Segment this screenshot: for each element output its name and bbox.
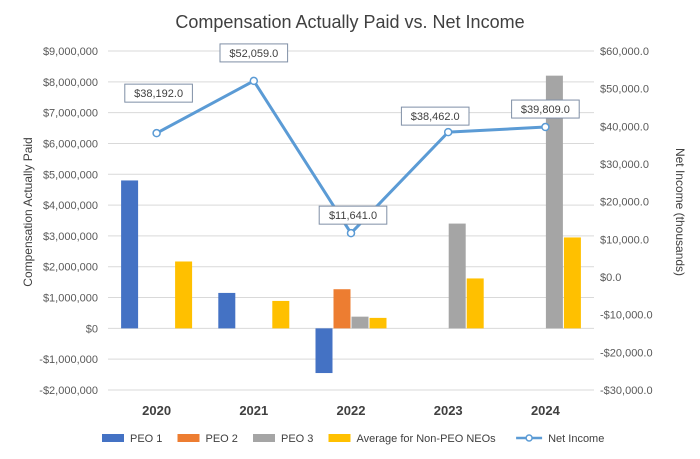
x-tick-label: 2020 xyxy=(142,403,171,418)
legend-label: Net Income xyxy=(548,433,604,445)
legend: PEO 1 PEO 2 PEO 3 Average for Non-PEO NEOs N… xyxy=(102,433,604,445)
data-label: $38,462.0 xyxy=(411,111,460,123)
x-tick-label: 2024 xyxy=(531,403,561,418)
data-label-box xyxy=(400,106,470,126)
bar xyxy=(466,278,484,329)
y2-tick-label: $30,000.0 xyxy=(600,159,649,171)
bar xyxy=(315,328,333,374)
y-tick-label: $0 xyxy=(86,323,98,335)
y2-tick-label: $10,000.0 xyxy=(600,234,649,246)
bar xyxy=(333,289,351,329)
y2-tick-label: $0.0 xyxy=(600,272,621,284)
y-tick-label: $7,000,000 xyxy=(43,108,98,120)
y2-tick-label: $50,000.0 xyxy=(600,84,649,96)
legend-swatch xyxy=(102,434,124,442)
legend-label: PEO 3 xyxy=(281,433,313,445)
y-axis-title: Compensation Actually Paid xyxy=(21,137,35,286)
bar xyxy=(448,223,466,329)
legend-label: PEO 1 xyxy=(130,433,162,445)
bar xyxy=(272,300,290,329)
bar xyxy=(218,292,236,329)
x-tick-label: 2021 xyxy=(239,403,268,418)
y-tick-label: $1,000,000 xyxy=(43,293,98,305)
y-tick-label: $3,000,000 xyxy=(43,231,98,243)
y-tick-label: -$2,000,000 xyxy=(39,385,98,397)
x-tick-label: 2022 xyxy=(337,403,366,418)
y-tick-label: $8,000,000 xyxy=(43,77,98,89)
bar xyxy=(369,317,387,329)
net-income-point xyxy=(443,127,453,137)
data-label-box xyxy=(219,43,289,63)
bar xyxy=(175,261,193,329)
bar xyxy=(121,180,139,329)
y2-tick-label: $40,000.0 xyxy=(600,121,649,133)
net-income-point xyxy=(346,228,356,238)
data-label-box xyxy=(124,83,193,103)
net-income-point xyxy=(152,128,161,138)
legend-line-marker xyxy=(525,434,533,442)
data-label-box xyxy=(511,99,580,119)
net-income-point xyxy=(249,76,259,86)
data-label: $11,641.0 xyxy=(329,210,377,222)
bar xyxy=(545,75,563,329)
bar xyxy=(351,316,369,329)
data-label: $38,192.0 xyxy=(134,88,183,100)
axes: $9,000,000 $8,000,000 $7,000,000 $6,000,000… xyxy=(39,46,652,418)
legend-swatch xyxy=(253,434,275,442)
legend-label: Average for Non-PEO NEOs xyxy=(357,433,497,445)
y-tick-label: $2,000,000 xyxy=(43,262,98,274)
net-income-point xyxy=(541,122,550,132)
legend-swatch xyxy=(177,434,200,442)
y-tick-label: $6,000,000 xyxy=(43,138,98,150)
gridlines xyxy=(108,50,594,391)
y-tick-label: $4,000,000 xyxy=(43,200,98,212)
x-tick-label: 2023 xyxy=(434,403,463,418)
chart-title: Compensation Actually Paid vs. Net Incom… xyxy=(175,12,524,32)
y-tick-label: $5,000,000 xyxy=(43,169,98,181)
legend-label: PEO 2 xyxy=(206,433,238,445)
y2-axis-title: Net Income (thousands) xyxy=(673,148,687,276)
data-labels: $38,192.0 $52,059.0 $11,641.0 $38,462.0 $39,… xyxy=(124,43,580,225)
y2-tick-label: -$20,000.0 xyxy=(600,347,653,359)
y-tick-label: -$1,000,000 xyxy=(39,354,98,366)
y-tick-label: $9,000,000 xyxy=(43,46,98,58)
data-label-box xyxy=(318,205,388,225)
y2-tick-label: $20,000.0 xyxy=(600,197,649,209)
y2-tick-label: $60,000.0 xyxy=(600,46,649,58)
legend-swatch xyxy=(328,434,351,442)
net-income-line-group xyxy=(152,76,550,238)
y2-tick-label: -$30,000.0 xyxy=(600,385,653,397)
bars xyxy=(121,75,581,374)
bar xyxy=(563,237,581,329)
data-label: $52,059.0 xyxy=(229,48,278,60)
data-label: $39,809.0 xyxy=(521,104,570,116)
y2-tick-label: -$10,000.0 xyxy=(600,310,653,322)
